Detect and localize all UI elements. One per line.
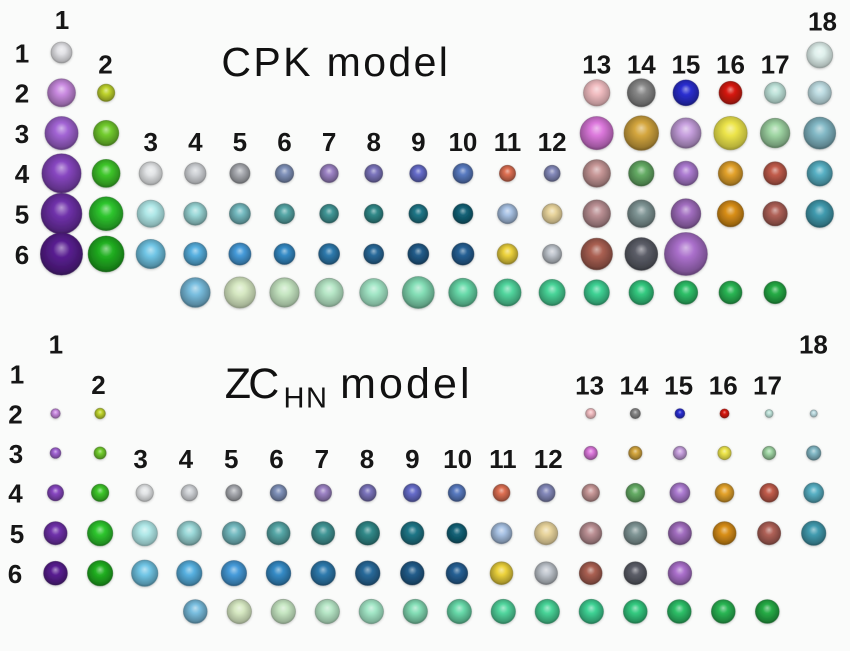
svg-text:2: 2 [91, 370, 105, 400]
svg-text:18: 18 [799, 329, 828, 359]
svg-text:1: 1 [10, 359, 24, 389]
svg-text:13: 13 [582, 50, 611, 80]
svg-text:3: 3 [15, 119, 29, 149]
svg-text:5: 5 [15, 200, 29, 230]
svg-text:5: 5 [10, 519, 24, 549]
svg-text:7: 7 [315, 444, 329, 474]
svg-text:11: 11 [489, 444, 517, 474]
svg-text:10: 10 [443, 444, 472, 474]
svg-text:6: 6 [277, 127, 291, 157]
svg-text:9: 9 [405, 444, 419, 474]
svg-text:3: 3 [143, 127, 157, 157]
svg-text:15: 15 [664, 371, 693, 401]
svg-text:17: 17 [761, 50, 790, 80]
svg-text:8: 8 [366, 127, 380, 157]
svg-text:11: 11 [494, 127, 522, 157]
svg-text:15: 15 [671, 50, 700, 80]
svg-text:HN: HN [284, 383, 328, 415]
svg-text:17: 17 [753, 371, 782, 401]
svg-text:14: 14 [627, 50, 656, 80]
svg-text:5: 5 [233, 127, 247, 157]
svg-text:2: 2 [15, 79, 29, 109]
svg-text:CPK model: CPK model [221, 39, 448, 85]
svg-text:6: 6 [8, 559, 22, 589]
svg-text:1: 1 [15, 38, 29, 68]
svg-text:5: 5 [224, 444, 238, 474]
svg-text:4: 4 [188, 127, 203, 157]
svg-text:2: 2 [8, 399, 22, 429]
svg-text:9: 9 [411, 127, 425, 157]
svg-text:8: 8 [360, 444, 374, 474]
svg-text:2: 2 [98, 49, 112, 79]
svg-text:1: 1 [55, 5, 69, 35]
svg-text:6: 6 [269, 444, 283, 474]
svg-text:4: 4 [8, 479, 23, 509]
svg-text:3: 3 [9, 439, 23, 469]
svg-text:7: 7 [322, 127, 336, 157]
svg-text:12: 12 [538, 127, 567, 157]
svg-text:4: 4 [15, 159, 30, 189]
svg-text:18: 18 [808, 7, 837, 37]
svg-text:3: 3 [133, 444, 147, 474]
svg-text:1: 1 [49, 330, 63, 360]
svg-text:10: 10 [448, 127, 477, 157]
svg-text:ZC: ZC [225, 360, 279, 408]
svg-text:12: 12 [534, 444, 563, 474]
svg-text:4: 4 [179, 444, 194, 474]
svg-text:13: 13 [575, 371, 604, 401]
svg-text:14: 14 [620, 371, 649, 401]
svg-text:16: 16 [716, 50, 745, 80]
svg-text:6: 6 [15, 240, 29, 270]
svg-text:16: 16 [709, 371, 738, 401]
